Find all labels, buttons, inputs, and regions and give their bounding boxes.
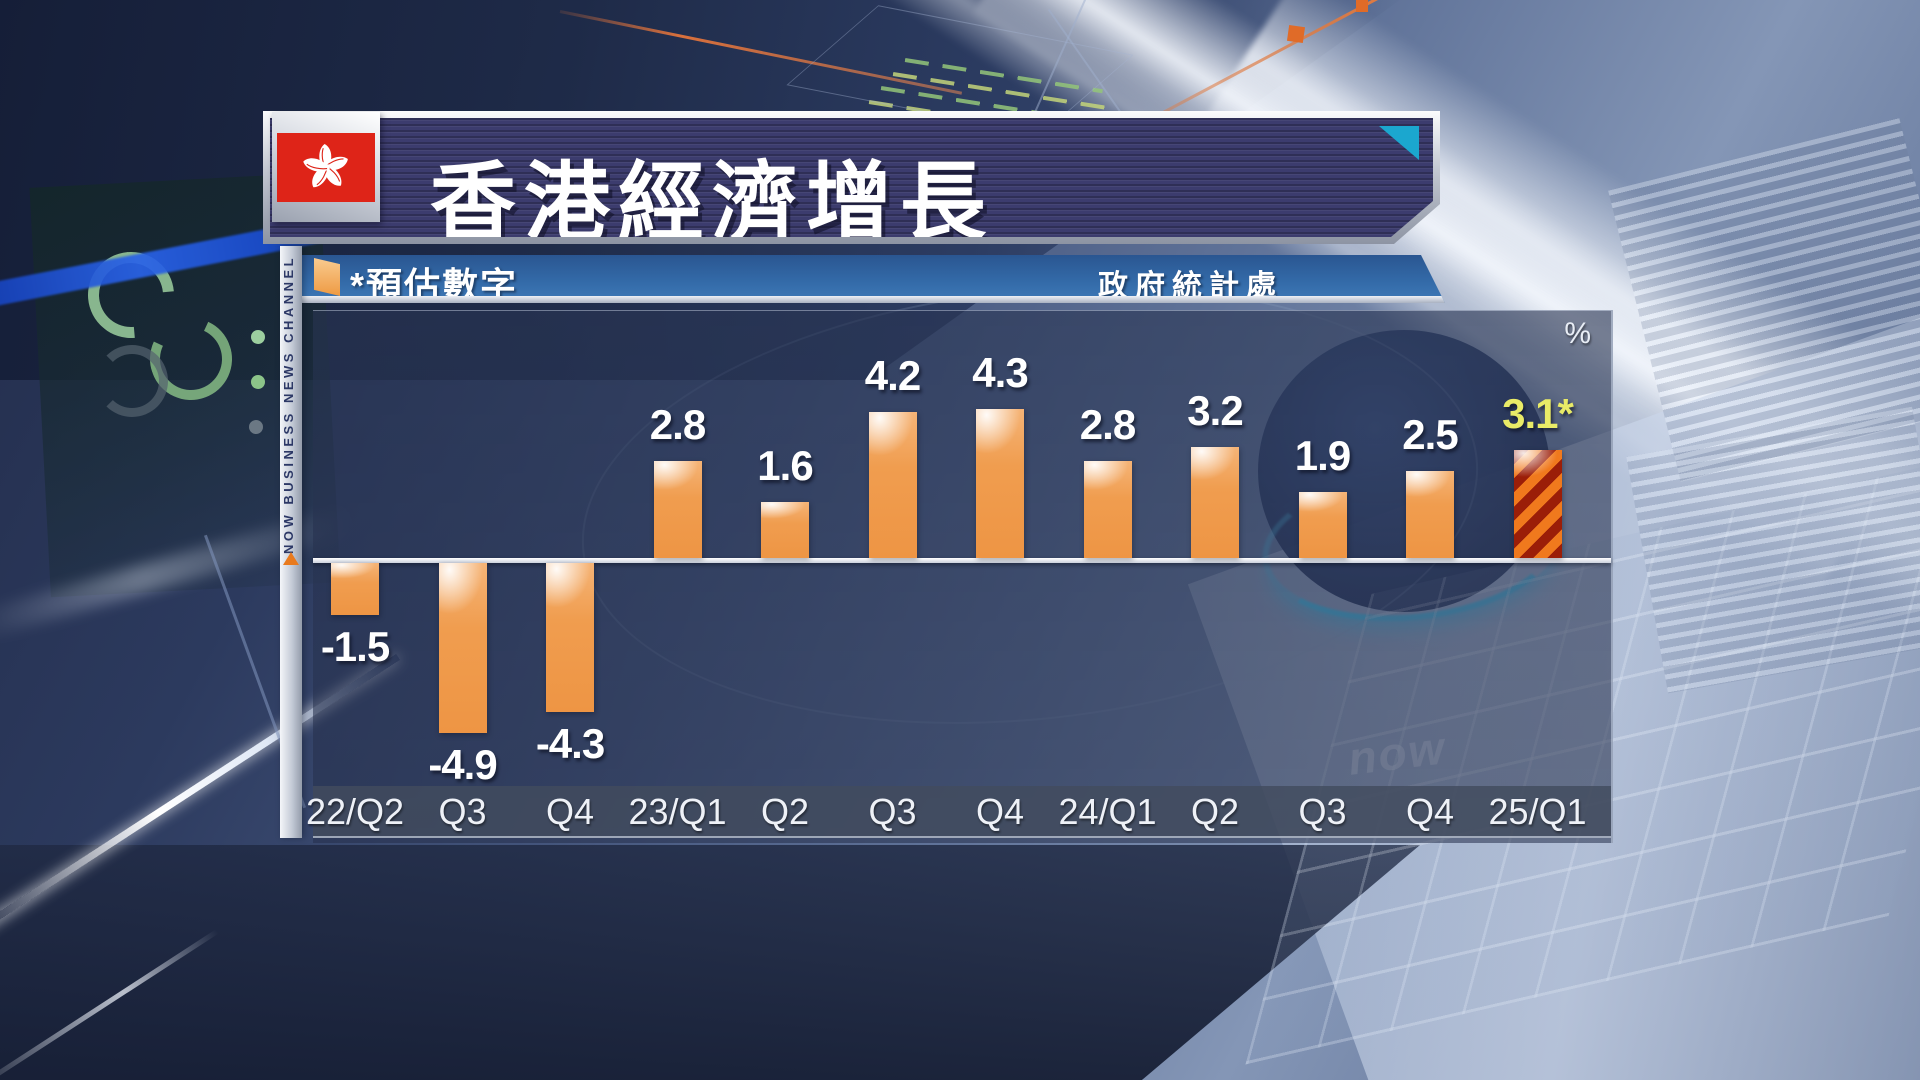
- hong-kong-flag-icon: [277, 133, 375, 202]
- bar-value-label: 2.8: [649, 401, 706, 448]
- channel-triangle-icon: [283, 552, 299, 565]
- x-axis-label: 24/Q1: [1058, 791, 1157, 832]
- bar: [1191, 447, 1239, 558]
- bar-value-label: 2.5: [1402, 411, 1458, 458]
- x-axis-label: Q4: [545, 791, 595, 832]
- corner-triangle-icon: [1379, 126, 1419, 160]
- background-dot: [251, 330, 265, 344]
- bar-value-label: 1.6: [757, 442, 813, 489]
- bar: [761, 502, 809, 558]
- x-axis-label: Q4: [975, 791, 1025, 832]
- background-orange-node: [1356, 0, 1368, 12]
- bar-chart: % 22/Q2 Q3 Q4 23/Q1 Q2 Q3 Q4 24/Q1 Q2 Q3 Q4 25/Q1 -…: [306, 310, 1613, 843]
- background-orange-node: [1286, 24, 1306, 44]
- bar-value-label: -4.3: [535, 720, 605, 767]
- estimate-legend-swatch-icon: [314, 258, 340, 296]
- x-axis-label: Q4: [1405, 791, 1455, 832]
- bar: [976, 409, 1024, 558]
- bar-value-label: 3.2: [1187, 387, 1243, 434]
- page-title: 香港經濟增長: [430, 155, 994, 251]
- bar: [1406, 471, 1454, 558]
- background-louvers: [1626, 406, 1920, 694]
- bauhinia-flower-icon: [277, 133, 375, 202]
- channel-name-label: NOW BUSINESS NEWS CHANNEL: [281, 254, 296, 554]
- unit-label: %: [1564, 317, 1591, 350]
- x-axis-label: Q3: [868, 791, 917, 832]
- x-axis-label: Q2: [1190, 791, 1240, 832]
- bar-estimate: [1513, 450, 1562, 558]
- background-bottom-panel: [0, 845, 1420, 1080]
- x-axis-band: 22/Q2 Q3 Q4 23/Q1 Q2 Q3 Q4 24/Q1 Q2 Q3 Q4 25/Q1: [306, 786, 1611, 838]
- x-axis-label: Q3: [438, 791, 487, 832]
- x-axis-label: 22/Q2: [305, 791, 405, 832]
- legend-bar: *預估數字 政府統計處: [302, 255, 1445, 303]
- estimate-legend-label: *預估數字: [350, 265, 519, 306]
- bar: [546, 563, 594, 712]
- flag-plate: [272, 112, 380, 222]
- data-source-label: 政府統計處: [1098, 270, 1283, 303]
- bar-value-label: 4.2: [864, 352, 921, 399]
- bar: [1298, 492, 1347, 558]
- bar: [438, 563, 487, 733]
- x-axis-label: 23/Q1: [628, 791, 727, 832]
- zero-baseline: [313, 558, 1611, 563]
- bar: [331, 563, 379, 615]
- background-gauge-arc: [96, 345, 168, 417]
- title-bar: 香港經濟增長: [263, 111, 1440, 244]
- x-axis-label: Q2: [760, 791, 810, 832]
- bar-value-label: -4.9: [428, 741, 497, 788]
- x-axis-label: 25/Q1: [1488, 791, 1587, 832]
- bar: [868, 412, 917, 558]
- channel-strip: NOW BUSINESS NEWS CHANNEL: [280, 246, 302, 838]
- background-dot: [249, 420, 263, 434]
- bar-value-label: 2.8: [1079, 401, 1136, 448]
- bar: [1083, 461, 1132, 558]
- bar-value-label: 4.3: [972, 349, 1028, 396]
- x-axis-label: Q3: [1298, 791, 1347, 832]
- bar-value-label: 3.1*: [1502, 390, 1574, 437]
- bar-value-label: -1.5: [320, 623, 390, 670]
- bar-value-label: 1.9: [1294, 432, 1351, 479]
- bar: [653, 461, 702, 558]
- title-bar-inner: 香港經濟增長: [270, 118, 1433, 237]
- background-dot: [251, 375, 265, 389]
